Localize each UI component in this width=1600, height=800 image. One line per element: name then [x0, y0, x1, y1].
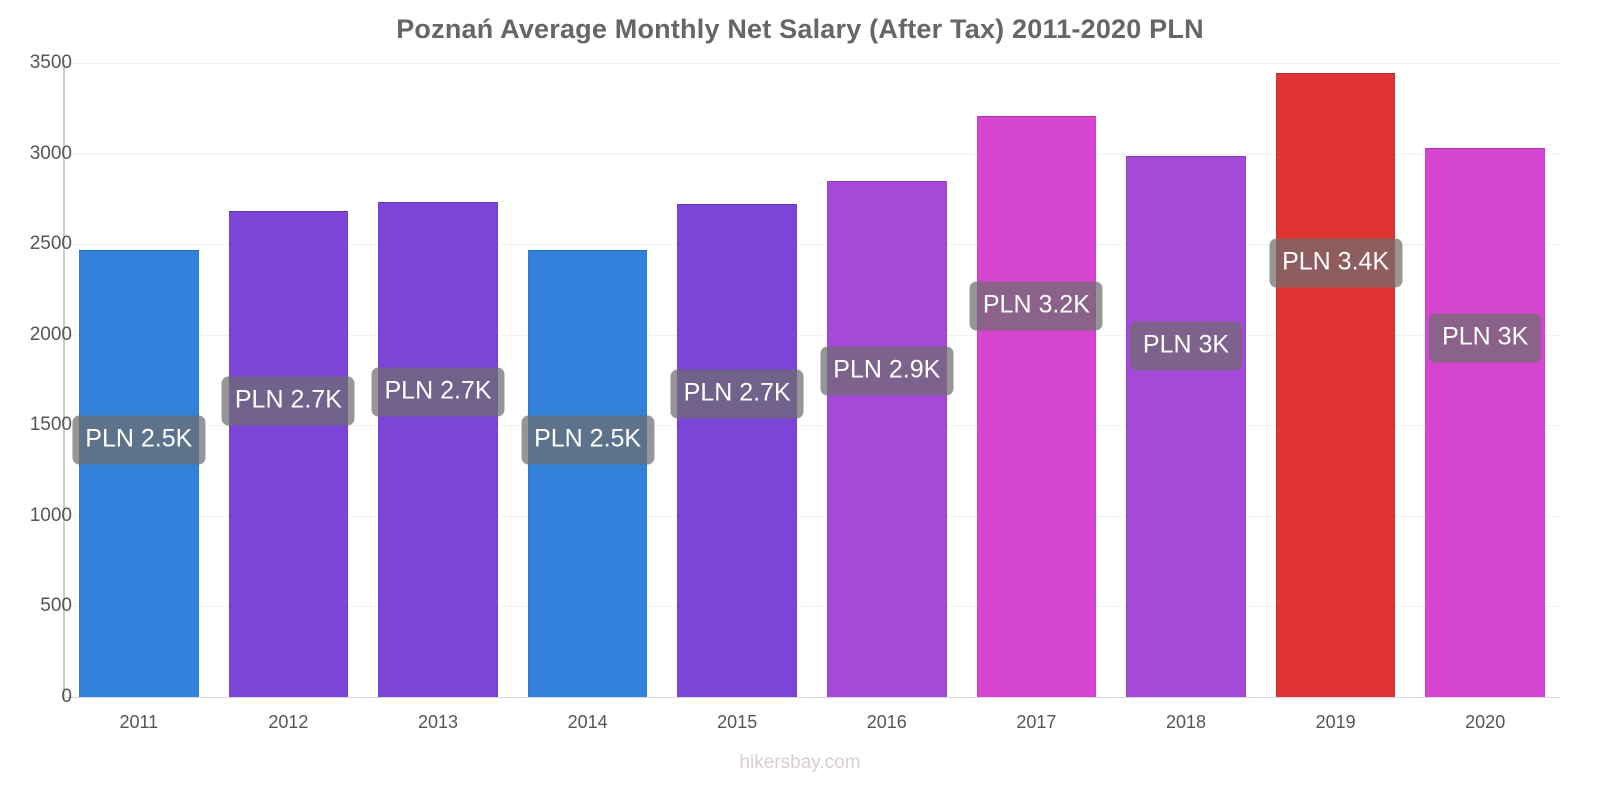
bar[interactable] — [78, 249, 199, 697]
gridline — [64, 425, 1560, 427]
x-axis-tick-label: 2016 — [866, 712, 907, 732]
bar[interactable] — [677, 204, 798, 697]
y-axis-tick-label: 3000 — [29, 142, 72, 164]
y-axis-line — [63, 60, 65, 700]
x-axis-tick-label: 2013 — [417, 712, 459, 732]
x-axis-tick-label: 2014 — [567, 712, 608, 732]
chart-title: Poznań Average Monthly Net Salary (After… — [396, 14, 1204, 44]
y-axis-tick-label: 3500 — [29, 52, 72, 73]
bar[interactable] — [1425, 148, 1546, 697]
bar[interactable] — [1275, 72, 1396, 697]
x-axis-tick-label: 2017 — [1016, 712, 1057, 732]
gridline — [64, 63, 1560, 64]
gridline — [64, 153, 1560, 155]
footer-credit: hikersbay.com — [739, 752, 861, 773]
x-axis-tick-label: 2012 — [268, 712, 309, 732]
x-axis-tick-label: 2020 — [1465, 712, 1506, 732]
bar[interactable] — [527, 250, 648, 697]
gridline — [64, 244, 1560, 246]
plot-area: PLN 2.5K PLN 2.7K PLN 2.7K PLN 2.5K PLN 2.7K… — [64, 63, 1560, 698]
x-axis-tick-label: 2018 — [1165, 712, 1207, 732]
y-axis-tick-label: 2000 — [29, 323, 72, 345]
y-axis-tick-label: 0 — [61, 686, 72, 707]
bar[interactable] — [1126, 156, 1246, 697]
x-axis-tick-label: 2015 — [717, 712, 758, 732]
y-axis-tick-label: 500 — [40, 595, 72, 617]
bar[interactable] — [826, 180, 947, 697]
gridline — [64, 697, 1560, 698]
x-axis-tick-label: 2011 — [119, 712, 159, 732]
bar[interactable] — [976, 116, 1097, 697]
bar[interactable] — [228, 210, 349, 697]
y-axis-tick-label: 1500 — [29, 414, 72, 436]
bar[interactable] — [378, 202, 498, 697]
gridline — [64, 606, 1560, 608]
gridline — [64, 334, 1560, 336]
x-axis-tick-label: 2019 — [1315, 712, 1356, 732]
gridline — [64, 515, 1560, 517]
y-axis-tick-label: 2500 — [29, 233, 72, 255]
y-axis-tick-label: 1000 — [29, 504, 72, 526]
